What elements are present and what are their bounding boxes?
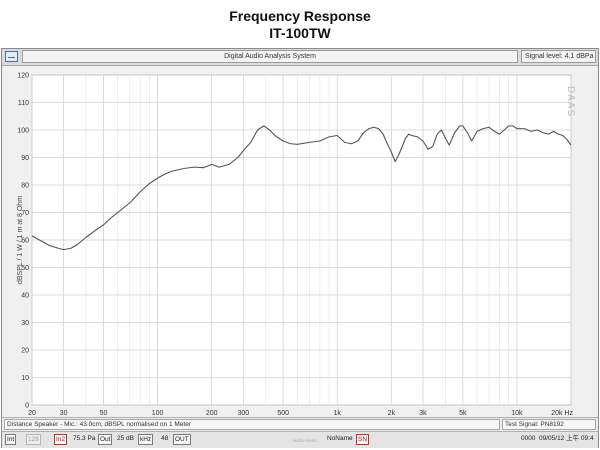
window-title: Digital Audio Analysis System xyxy=(22,50,518,63)
y-axis-label: dBSPL / 1 W / 1 m at 8 Ohm xyxy=(17,196,24,284)
khz-button[interactable]: kHz xyxy=(138,434,154,445)
x-tick-label: 5k xyxy=(459,410,467,416)
x-tick-label: 20k Hz xyxy=(551,410,573,416)
y-tick-label: 10 xyxy=(21,375,29,382)
y-tick-label: 40 xyxy=(21,293,29,300)
out-toggle-button[interactable]: OUT xyxy=(173,434,191,445)
x-tick-labels: 20 30 50 100 200 300 500 1k 2k 3k 5k 10k 20k Hz xyxy=(28,410,573,416)
y-tick-label: 90 xyxy=(21,155,29,162)
y-tick-label: 120 xyxy=(17,73,29,80)
y-tick-label: 50 xyxy=(21,265,29,272)
project-name: NoName xyxy=(327,435,353,442)
int-button[interactable]: Int xyxy=(5,434,17,445)
counter-readout: 0000 xyxy=(521,435,536,442)
series-line-frequency-response xyxy=(31,125,572,251)
x-tick-label: 200 xyxy=(206,410,218,416)
window-menu-icon[interactable] xyxy=(5,51,18,62)
analysis-window: Digital Audio Analysis System Signal lev… xyxy=(1,48,599,448)
y-tick-label: 0 xyxy=(25,403,29,410)
signal-level-readout: Signal level: 4.1 dBPa xyxy=(521,50,596,63)
x-tick-label: 20 xyxy=(28,410,36,416)
test-signal-info: Test Signal: PN8192 xyxy=(502,419,596,430)
gain-readout: 25 dB xyxy=(117,435,134,442)
date-time-readout: 09/05/12 上午 09:4 xyxy=(539,435,594,442)
x-tick-label: 1k xyxy=(334,410,342,416)
chart-title: Frequency Response xyxy=(229,8,371,24)
x-tick-label: 500 xyxy=(277,410,289,416)
sn-button[interactable]: SN xyxy=(356,434,370,445)
x-tick-label: 3k xyxy=(419,410,427,416)
pressure-readout: 75.3 Pa xyxy=(73,435,96,442)
x-tick-label: 30 xyxy=(60,410,68,416)
y-tick-label: 30 xyxy=(21,320,29,327)
major-gridlines xyxy=(31,74,572,406)
x-tick-label: 300 xyxy=(237,410,249,416)
mode-hint: audio-mode xyxy=(293,438,317,443)
y-tick-labels: 0 10 20 30 40 50 60 70 80 90 100 110 120 xyxy=(17,73,29,410)
chart-subtitle: IT-100TW xyxy=(269,25,331,41)
y-tick-label: 100 xyxy=(17,128,29,135)
bottom-toolbar: Int 128 In2 75.3 Pa Out 25 dB kHz 48 OUT… xyxy=(2,431,598,448)
out-button[interactable]: Out xyxy=(98,434,113,445)
in2-button[interactable]: In2 xyxy=(54,434,68,445)
x-tick-label: 50 xyxy=(100,410,108,416)
window-title-bar: Digital Audio Analysis System Signal lev… xyxy=(2,49,598,66)
y-tick-label: 110 xyxy=(18,100,29,107)
y-tick-label: 60 xyxy=(21,238,29,245)
y-tick-label: 70 xyxy=(21,210,29,217)
disabled-channel-button: 128 xyxy=(26,434,41,445)
status-bar: Distance Speaker - Mic.: 43.0cm, dBSPL n… xyxy=(2,417,598,431)
y-tick-label: 20 xyxy=(21,348,29,355)
distance-info: Distance Speaker - Mic.: 43.0cm, dBSPL n… xyxy=(4,419,500,430)
y-tick-label: 80 xyxy=(21,183,29,190)
daas-watermark: DAAS xyxy=(565,86,576,117)
x-tick-label: 2k xyxy=(388,410,396,416)
sample-rate-readout: 48 xyxy=(161,435,169,442)
x-tick-label: 10k xyxy=(511,410,523,416)
x-tick-label: 100 xyxy=(152,410,164,416)
